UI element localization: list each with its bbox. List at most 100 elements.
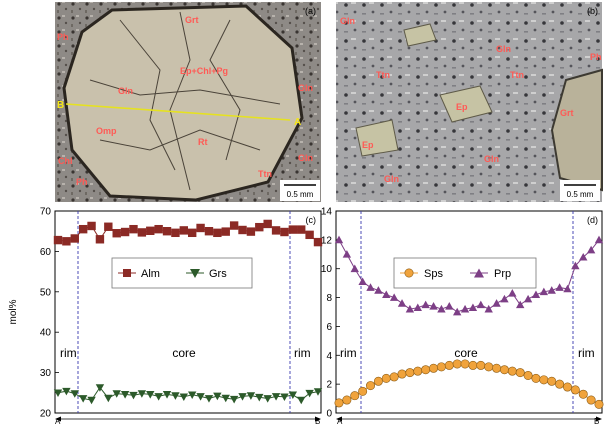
data-point [586,395,596,405]
series-prp [334,235,604,316]
y-tick-label: 4 [326,351,332,362]
data-point [53,389,63,397]
micrograph-a: Grt Ph Gln Ep+Chl+Pg Gln Omp Rt Chl Ph G… [55,2,321,202]
data-point [95,384,105,392]
y-tick-label: 70 [40,207,52,218]
y-tick-label: 0 [326,409,332,420]
data-point [104,222,113,231]
x-end-label: B [594,417,599,424]
data-point [436,362,446,372]
data-point [221,227,230,236]
legend-marker-triangle-down [190,269,200,278]
epidote-grains [355,23,493,157]
garnet-fractures [89,11,281,191]
data-point [468,360,478,370]
y-tick-label: 20 [40,409,52,420]
data-point [460,304,470,313]
point-a-label: A [294,117,301,128]
data-point [280,227,289,237]
data-point [499,365,509,375]
data-point [382,290,391,299]
data-point [429,302,438,310]
data-point [468,303,478,312]
data-point [413,366,423,376]
data-point [547,286,556,294]
label-ph: Ph [590,52,602,62]
garnet-grain [62,4,304,202]
data-point [531,373,541,383]
data-point [484,362,494,372]
data-point [305,389,314,398]
data-point [87,396,96,405]
data-point [87,221,96,231]
x-start-label: A [55,417,61,424]
data-point [196,223,205,233]
data-point [263,219,272,229]
data-point [492,363,502,373]
label-grt: Grt [560,108,574,118]
data-point [204,227,214,236]
data-point [579,252,588,261]
data-point [571,261,580,270]
data-point [229,221,239,230]
label-ph: Ph [76,177,88,187]
data-point [555,379,565,389]
label-gln: Gln [298,83,313,93]
y-tick-label: 2 [326,380,332,391]
series-sps [334,359,604,409]
data-point [539,375,549,385]
y-tick-label: 6 [326,322,332,333]
data-point [405,304,415,313]
data-point [460,359,470,369]
data-point [397,299,407,307]
data-point [350,264,359,273]
data-point [405,368,415,378]
mineral-labels-a: Grt Ph Gln Ep+Chl+Pg Gln Omp Rt Chl Ph G… [57,15,313,187]
data-point [507,366,517,376]
data-point [196,393,205,401]
data-point [137,228,147,237]
arrow-head-left [336,416,342,422]
data-point [280,393,289,402]
y-ticks: 20 30 40 50 60 70 [40,207,59,420]
scale-bar-label: 0.5 mm [287,190,314,199]
data-point [500,294,509,303]
chart-d: (d) 0 2 4 6 8 10 12 14 rim core rim Sps Prp A B [321,207,604,426]
data-point [229,395,239,404]
panel-tag-b: (b) [587,6,598,16]
data-point [484,304,493,313]
data-point [221,394,230,403]
label-ttn: Ttn [258,169,272,179]
data-point [305,230,314,240]
data-point [213,392,222,401]
data-point [313,388,323,396]
scale-bar-label: 0.5 mm [567,190,594,199]
data-point [421,300,430,309]
data-point [508,289,517,297]
y-tick-label: 30 [40,368,52,379]
data-point [539,287,549,296]
data-point [162,227,172,236]
mineral-labels-b: Gln Ttn Gln Ttn Ph Ep Grt Ep Gln Gln [340,16,602,184]
data-point [154,224,163,234]
data-point [366,381,376,391]
data-point [570,385,580,395]
data-point [297,225,306,234]
chart-c: (c) mol% 20 30 40 50 60 70 rim core rim Alm G… [8,207,323,426]
series-layer [334,235,604,409]
data-point [179,226,189,235]
zone-label-rim: rim [60,346,77,360]
label-ep: Ep [456,102,468,112]
data-point [154,393,163,401]
point-b-label: B [57,100,64,111]
legend-label-grs: Grs [209,268,227,280]
data-point [381,373,391,383]
legend-label-sps: Sps [424,268,443,280]
data-point [271,226,281,235]
zone-label-core: core [454,346,478,360]
panel-tag-a: (a) [305,6,316,16]
data-point [516,300,525,309]
panel-tag-c: (c) [306,215,317,225]
legend-marker-triangle-up [474,268,484,278]
label-chl: Chl [58,156,73,166]
